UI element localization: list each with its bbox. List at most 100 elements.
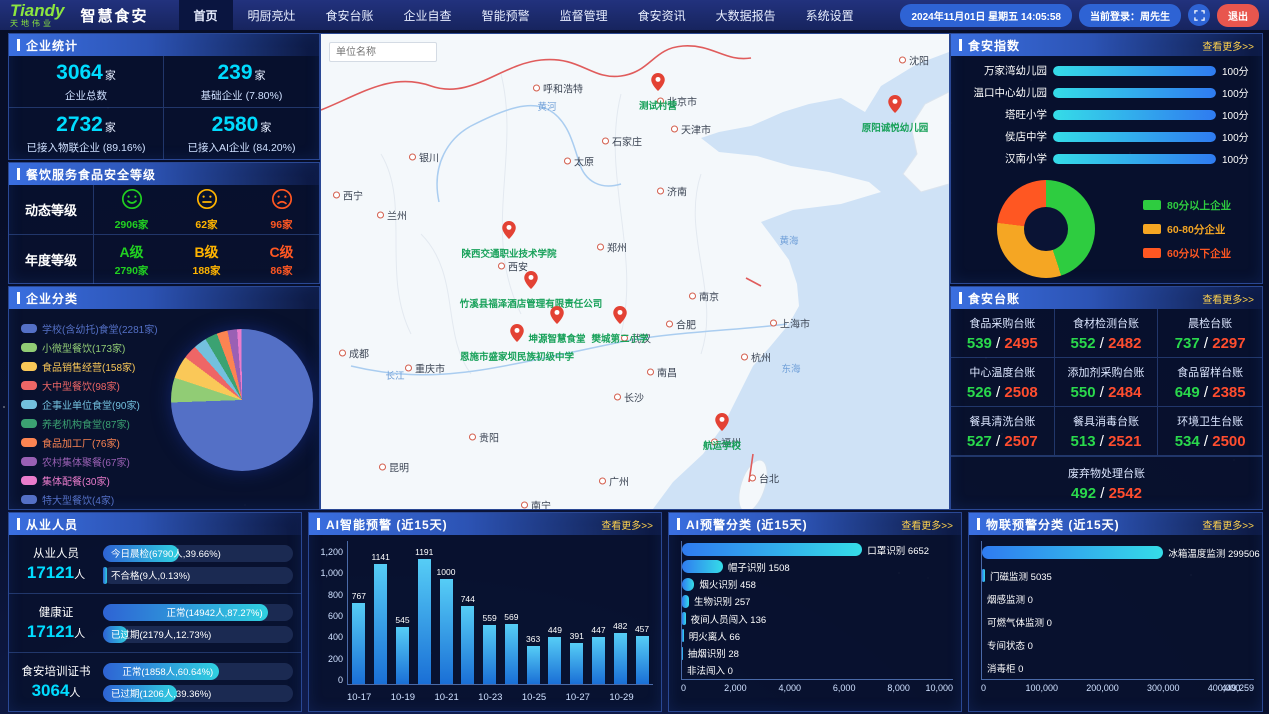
bar bbox=[592, 637, 605, 684]
map-labels-layer: 沈阳呼和浩特北京市天津市石家庄太原银川西宁兰州济南郑州西安南京合肥上海市杭州成都… bbox=[321, 34, 949, 509]
enterprise-marker-label-7: 航运学校 bbox=[703, 438, 741, 452]
enterprise-marker-5[interactable] bbox=[510, 324, 524, 347]
ledger-cell-6: 餐具清洗台账527 / 2507 bbox=[951, 407, 1055, 456]
y-tick: 600 bbox=[328, 611, 343, 621]
level-count: 188家 bbox=[192, 263, 220, 278]
view-more-link[interactable]: 查看更多>> bbox=[601, 517, 653, 532]
safety-level-items: 2906家62家96家 bbox=[94, 185, 319, 234]
city-name: 成都 bbox=[349, 346, 369, 361]
brand-name: Tiandy bbox=[10, 2, 64, 19]
ledger-label: 食材检测台账 bbox=[1073, 315, 1139, 331]
ledger-label: 环境卫生台账 bbox=[1177, 413, 1243, 429]
city-label-15: 杭州 bbox=[741, 350, 771, 365]
nav-item-0[interactable]: 首页 bbox=[179, 0, 233, 30]
bar-column-11: 447 bbox=[588, 541, 610, 684]
staff-group-unit: 人 bbox=[69, 687, 80, 699]
enterprise-marker-3[interactable] bbox=[524, 271, 538, 294]
fullscreen-button[interactable] bbox=[1188, 4, 1210, 26]
bar bbox=[505, 624, 518, 684]
x-tick: 10-21 bbox=[434, 692, 458, 703]
city-label-1: 呼和浩特 bbox=[533, 81, 583, 96]
donut-legend-item-1[interactable]: 60-80分企业 bbox=[1143, 222, 1231, 237]
view-more-link[interactable]: 查看更多>> bbox=[901, 517, 953, 532]
ledger-label: 晨检台账 bbox=[1188, 315, 1232, 331]
enterprise-stats-panel: 企业统计 3064家企业总数239家基础企业 (7.80%)2732家已接入物联… bbox=[8, 33, 320, 160]
bar-column-2: 545 bbox=[392, 541, 414, 684]
bar-value: 449 bbox=[548, 625, 562, 635]
legend-swatch bbox=[21, 362, 37, 371]
nav-item-7[interactable]: 大数据报告 bbox=[701, 0, 791, 30]
bar bbox=[352, 603, 365, 684]
iot-category-row-0: 冰箱温度监测 299506 bbox=[982, 541, 1254, 564]
iot-category-tick: 0 bbox=[981, 683, 986, 693]
donut-legend-item-2[interactable]: 60分以下企业 bbox=[1143, 246, 1231, 261]
level-count: 62家 bbox=[195, 217, 217, 232]
enterprise-marker-0[interactable] bbox=[651, 73, 665, 96]
bar-column-7: 569 bbox=[500, 541, 522, 684]
ledger-done: 649 bbox=[1175, 384, 1200, 401]
ledger-total: 2385 bbox=[1212, 384, 1245, 401]
ai-category-bar bbox=[682, 647, 683, 660]
iot-category-label: 消毒柜 0 bbox=[987, 661, 1023, 675]
bar bbox=[396, 627, 409, 684]
logout-button[interactable]: 退出 bbox=[1217, 4, 1259, 27]
staff-bar-track: 已过期(2179人,12.73%) bbox=[103, 626, 293, 643]
face-sad-icon bbox=[270, 187, 294, 216]
enterprise-marker-label-2: 陕西交通职业技术学院 bbox=[461, 246, 556, 260]
grade-label: A级 bbox=[119, 242, 143, 262]
view-more-link[interactable]: 查看更多>> bbox=[1202, 517, 1254, 532]
city-dot-icon bbox=[377, 212, 384, 219]
staff-bar-text: 已过期(2179人,12.73%) bbox=[111, 627, 211, 641]
ai-category-label: 帽子识别 1508 bbox=[728, 560, 790, 574]
staff-bars: 正常(1858人,60.64%)已过期(1206人,39.36%) bbox=[103, 658, 301, 707]
staff-group-value: 17121人 bbox=[9, 622, 103, 642]
safety-level-row-label: 动态等级 bbox=[9, 185, 94, 234]
enterprise-marker-6[interactable] bbox=[613, 306, 627, 329]
category-legend-item-0[interactable]: 学校(含幼托)食堂(2281家) bbox=[21, 321, 319, 336]
ledger-label: 食品采购台账 bbox=[969, 315, 1035, 331]
city-dot-icon bbox=[614, 394, 621, 401]
nav-item-5[interactable]: 监督管理 bbox=[545, 0, 623, 30]
view-more-link[interactable]: 查看更多>> bbox=[1202, 38, 1254, 53]
view-more-link[interactable]: 查看更多>> bbox=[1202, 291, 1254, 306]
enterprise-marker-7[interactable] bbox=[715, 413, 729, 436]
enterprise-marker-1[interactable] bbox=[888, 95, 902, 118]
ai-category-tick: 10,000 bbox=[925, 683, 953, 693]
city-dot-icon bbox=[339, 350, 346, 357]
staff-bar-text: 今日晨检(6790人,39.66%) bbox=[111, 546, 221, 560]
nav-item-1[interactable]: 明厨亮灶 bbox=[233, 0, 311, 30]
search-input[interactable] bbox=[329, 42, 437, 62]
enterprise-marker-4[interactable] bbox=[550, 306, 564, 329]
category-legend-item-9[interactable]: 特大型餐饮(4家) bbox=[21, 492, 319, 507]
nav-item-6[interactable]: 食安资讯 bbox=[623, 0, 701, 30]
ai-category-label: 夜间人员闯入 136 bbox=[691, 612, 767, 626]
enterprise-marker-2[interactable] bbox=[502, 221, 516, 244]
water-label-3: 长江 bbox=[385, 368, 404, 382]
x-axis-labels: 10-1710-1910-2110-2310-2510-2710-29 bbox=[347, 692, 653, 703]
city-dot-icon bbox=[599, 478, 606, 485]
nav-item-3[interactable]: 企业自查 bbox=[389, 0, 467, 30]
category-legend-item-8[interactable]: 集体配餐(30家) bbox=[21, 473, 319, 488]
bar-value: 1000 bbox=[437, 567, 456, 577]
star bbox=[3, 406, 5, 408]
city-dot-icon bbox=[671, 126, 678, 133]
nav-item-4[interactable]: 智能预警 bbox=[467, 0, 545, 30]
staff-group-value: 17121人 bbox=[9, 563, 103, 583]
city-dot-icon bbox=[564, 158, 571, 165]
nav-item-2[interactable]: 食安台账 bbox=[311, 0, 389, 30]
stat-label: 已接入物联企业 (89.16%) bbox=[26, 140, 145, 155]
iot-category-label: 门磁监测 5035 bbox=[990, 569, 1052, 583]
panel-accent bbox=[17, 168, 20, 180]
panel-accent bbox=[959, 292, 962, 304]
city-name: 杭州 bbox=[751, 350, 771, 365]
x-tick: 10-27 bbox=[566, 692, 590, 703]
donut-legend-item-0[interactable]: 80分以上企业 bbox=[1143, 198, 1231, 213]
city-dot-icon bbox=[498, 263, 505, 270]
stat-value: 2580家 bbox=[212, 113, 272, 137]
enterprise-marker-label-4: 坤源智慧食堂 bbox=[528, 331, 585, 345]
ledger-done: 539 bbox=[967, 335, 992, 352]
index-bar-fill bbox=[1053, 66, 1216, 76]
city-label-14: 上海市 bbox=[770, 316, 810, 331]
nav-item-8[interactable]: 系统设置 bbox=[791, 0, 869, 30]
topbar-right: 2024年11月01日 星期五 14:05:58 当前登录：周先生 退出 bbox=[900, 4, 1269, 27]
